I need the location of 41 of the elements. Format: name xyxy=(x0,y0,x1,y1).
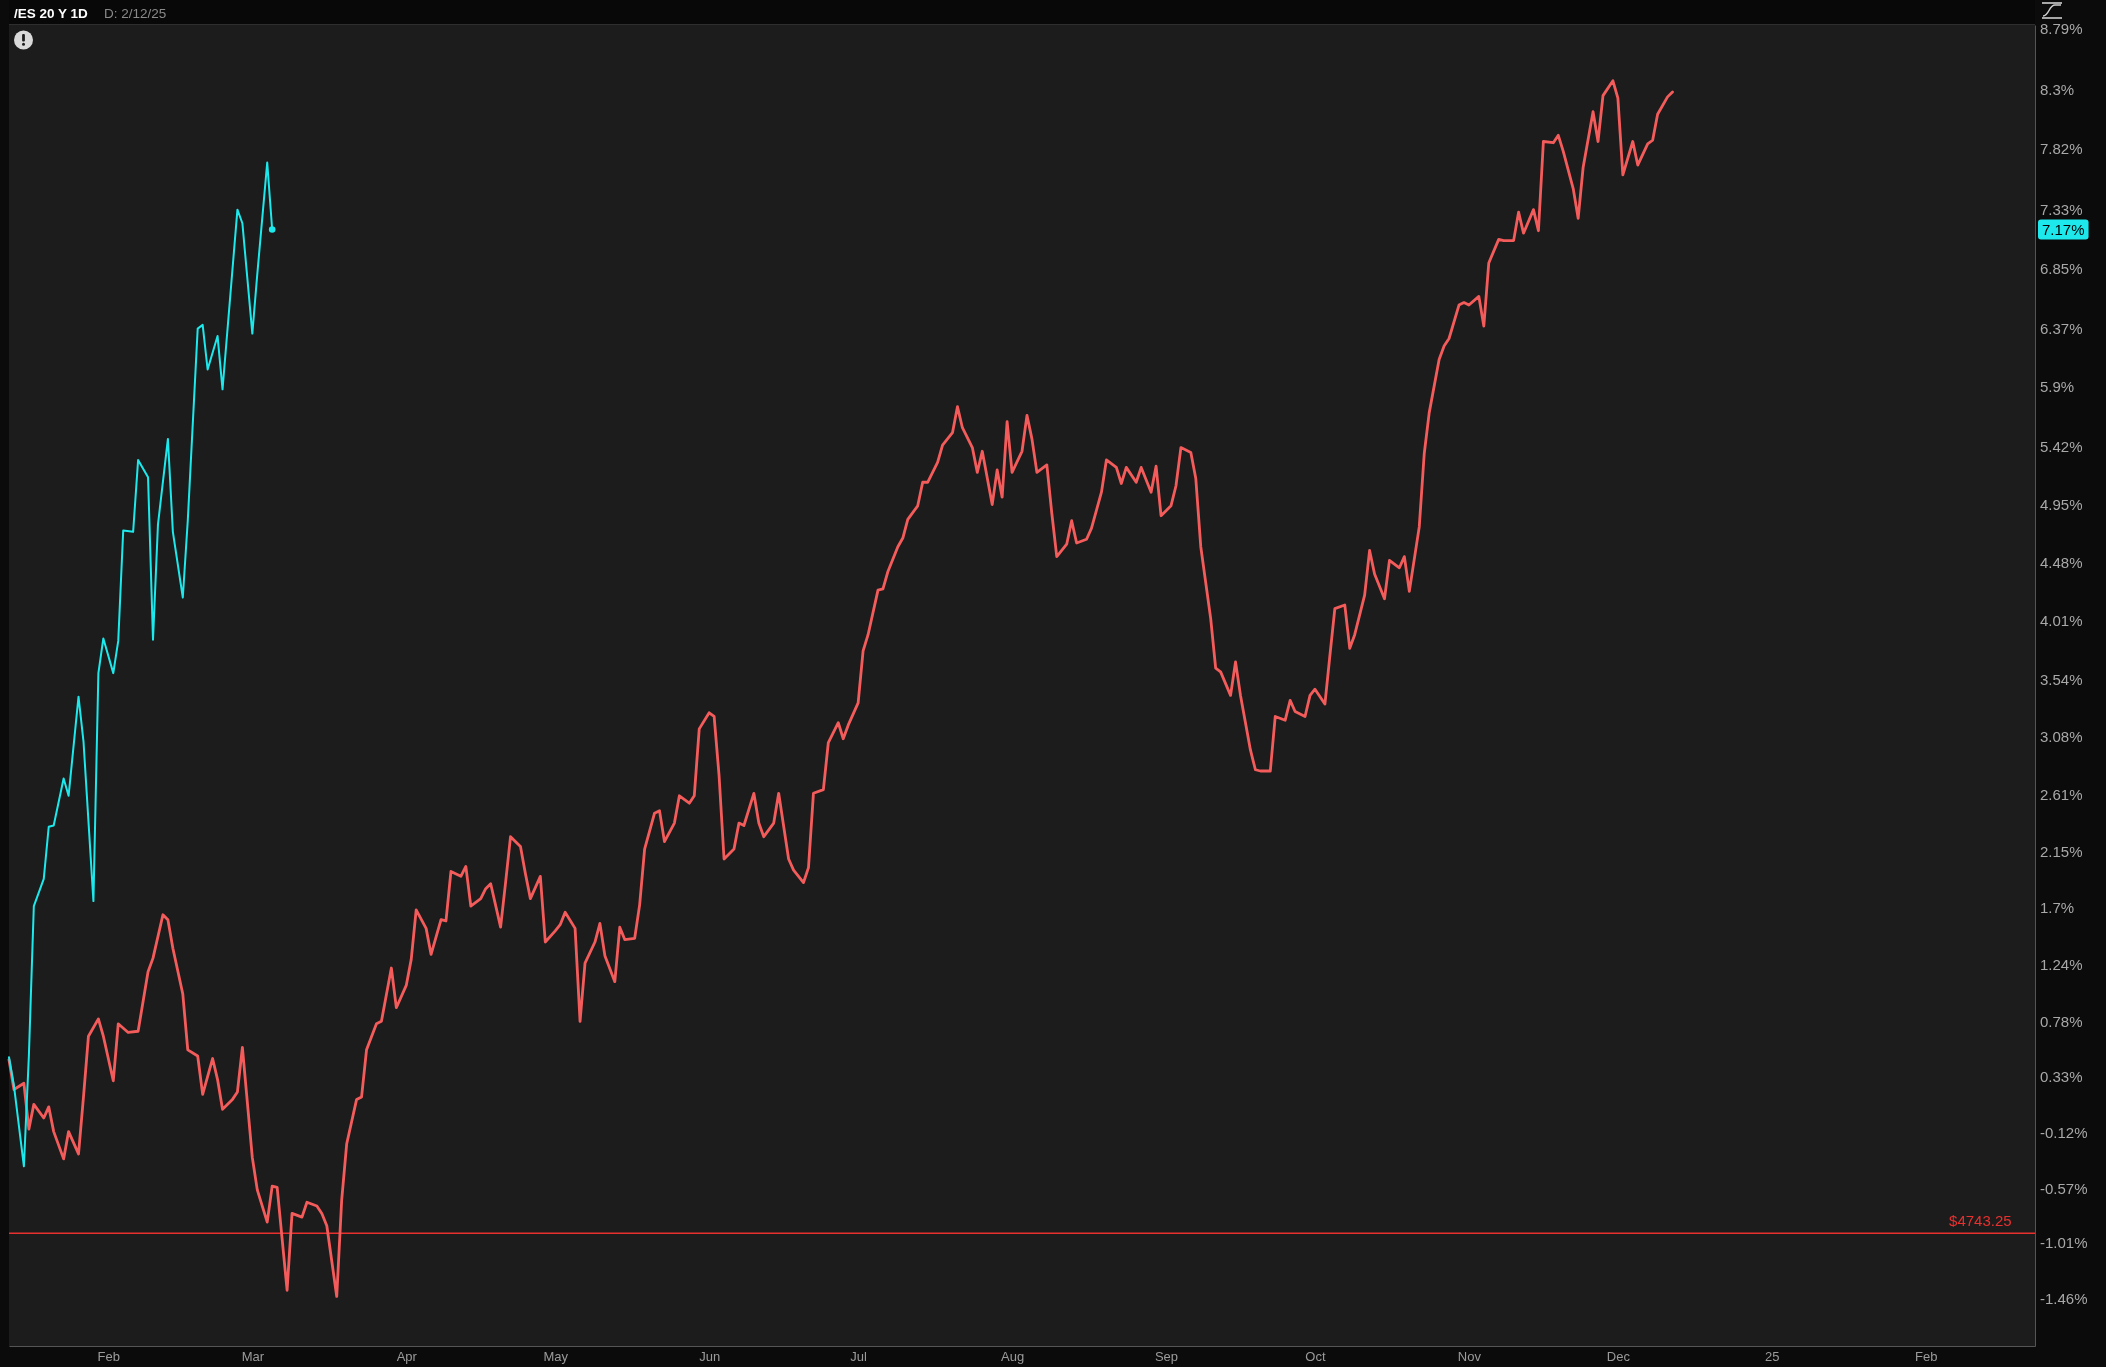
x-tick-label: Jul xyxy=(850,1349,868,1365)
y-tick-label: 4.01% xyxy=(2040,612,2083,630)
y-tick-label: 5.42% xyxy=(2040,437,2083,455)
x-tick-label: Feb xyxy=(97,1349,121,1365)
y-tick-label: 3.54% xyxy=(2040,670,2083,688)
y-tick-label: 1.7% xyxy=(2040,898,2075,916)
x-tick-label: Feb xyxy=(1915,1349,1938,1365)
x-tick-label: Aug xyxy=(1001,1349,1025,1365)
x-tick-label: May xyxy=(543,1349,569,1365)
y-tick-label: 4.48% xyxy=(2040,554,2083,572)
y-tick-label: 0.33% xyxy=(2040,1068,2083,1086)
y-tick-label: 3.08% xyxy=(2040,727,2083,745)
y-tick-label: 5.9% xyxy=(2040,378,2075,396)
annotation: $4743.25 xyxy=(1949,1212,2012,1230)
x-tick-label: Oct xyxy=(1305,1349,1326,1365)
y-tick-label: 6.37% xyxy=(2040,319,2083,337)
x-tick-label: Nov xyxy=(1457,1349,1482,1365)
y-tick-label: 1.24% xyxy=(2040,955,2083,973)
y-tick-label: 2.61% xyxy=(2040,785,2083,803)
x-tick-label: Sep xyxy=(1154,1349,1179,1365)
chart-title: /ES 20 Y 1D xyxy=(14,6,89,21)
y-tick-label: -1.46% xyxy=(2040,1290,2088,1308)
y-tick-label: 6.85% xyxy=(2040,260,2083,278)
y-tick-label: 4.95% xyxy=(2040,495,2083,513)
y-tick-label: 7.33% xyxy=(2040,200,2083,218)
x-tick-label: Mar xyxy=(241,1349,265,1365)
x-tick-label: Dec xyxy=(1606,1349,1631,1365)
y-tick-label: 7.82% xyxy=(2040,140,2083,158)
y-tick-label: 2.15% xyxy=(2040,842,2083,860)
y-tick-label: 0.78% xyxy=(2040,1012,2083,1030)
y-tick-label: 8.79% xyxy=(2040,20,2083,38)
y-tick-label: -1.01% xyxy=(2040,1234,2088,1252)
x-tick-label: Jun xyxy=(699,1349,721,1365)
line-series xyxy=(8,161,274,1168)
y-tick-label: 8.3% xyxy=(2040,80,2075,98)
x-tick-label: Apr xyxy=(396,1349,418,1365)
chart-subtitle: D: 2/12/25 xyxy=(104,6,167,21)
x-tick-label: 25 xyxy=(1765,1349,1780,1365)
y-tick-label: -0.57% xyxy=(2040,1179,2088,1197)
y-tick-label: -0.12% xyxy=(2040,1124,2088,1142)
line-series xyxy=(7,79,1674,1298)
